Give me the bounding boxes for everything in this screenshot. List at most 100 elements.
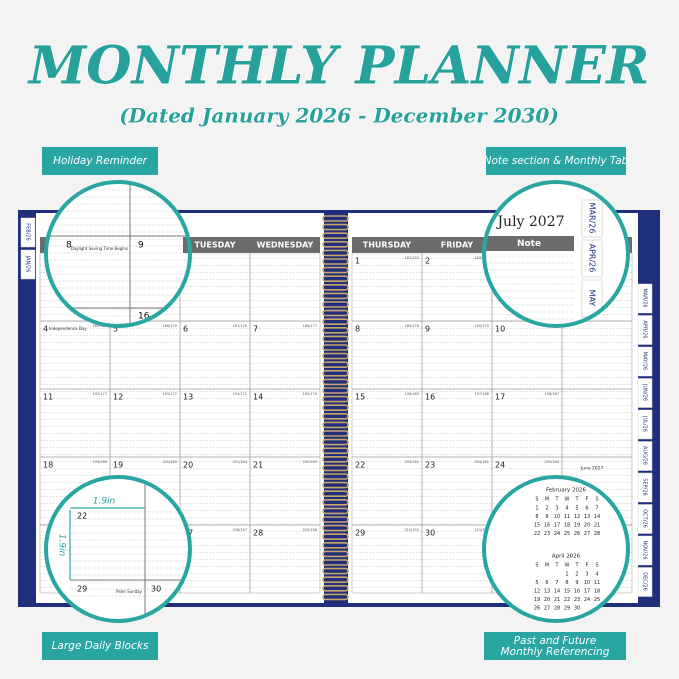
holiday-note: Independence Day xyxy=(49,326,87,331)
mini-day: 19 xyxy=(534,597,540,603)
mini-day: 30 xyxy=(574,606,580,612)
spiral-ring xyxy=(322,559,349,566)
note-heading: Note xyxy=(517,239,541,249)
holiday-note: Daylight Saving Time Begins xyxy=(71,246,128,251)
mini-day: 26 xyxy=(534,606,540,612)
mini-day: 4 xyxy=(565,506,568,512)
mini-day: 18 xyxy=(594,589,600,595)
day-number: 16 xyxy=(425,393,435,402)
mini-day: 11 xyxy=(564,514,570,520)
day-count: 195/170 xyxy=(302,392,317,396)
mini-day: 27 xyxy=(584,531,590,537)
spiral-ring xyxy=(322,361,349,369)
day-cell xyxy=(39,320,111,390)
day-count: 193/172 xyxy=(162,392,177,396)
side-month: June 2027 xyxy=(580,466,604,472)
month-tab xyxy=(581,239,603,278)
mini-day: 22 xyxy=(564,597,570,603)
day-cell xyxy=(491,320,563,390)
day-count: 192/173 xyxy=(92,392,107,396)
weekday: THURSDAY xyxy=(363,241,412,250)
spiral-ring xyxy=(322,326,349,334)
day-number: 29 xyxy=(77,585,87,594)
day-number: 4 xyxy=(43,325,48,334)
mini-day: 21 xyxy=(554,597,560,603)
spiral-ring xyxy=(322,541,349,549)
mini-day: 7 xyxy=(595,506,598,512)
zoom-ring xyxy=(482,180,630,328)
callout: Large Daily Blocks xyxy=(52,640,149,652)
day-number: 15 xyxy=(355,393,365,402)
day-number: 9 xyxy=(138,241,144,251)
mini-day: 5 xyxy=(535,580,538,586)
spiral-ring xyxy=(322,447,349,455)
mini-day: 21 xyxy=(594,523,600,529)
month-tab-label: JUL/26 xyxy=(642,415,648,432)
mini-day: 16 xyxy=(574,589,580,595)
zoom-ring xyxy=(482,475,630,623)
month-tab-label: APR/26 xyxy=(642,321,648,339)
spiral-ring xyxy=(322,335,349,343)
callout: Note section & Monthly Tab xyxy=(484,155,629,167)
day-cell xyxy=(249,320,321,390)
spiral-ring xyxy=(322,352,349,360)
spiral-ring xyxy=(322,516,349,523)
day-number: 21 xyxy=(253,461,263,470)
spiral-ring xyxy=(322,412,349,420)
mini-initial: F xyxy=(586,497,589,503)
spiral-ring xyxy=(322,223,349,231)
subtitle: (Dated January 2026 - December 2030) xyxy=(119,104,559,128)
day-cell xyxy=(421,388,493,458)
day-number: 24 xyxy=(495,461,505,470)
mini-day: 3 xyxy=(555,506,558,512)
mini-day: 22 xyxy=(534,531,540,537)
mini-day: 28 xyxy=(594,531,600,537)
mini-day: 18 xyxy=(564,523,570,529)
spiral-ring xyxy=(322,481,349,489)
mini-initial: T xyxy=(554,563,559,569)
day-count: 190/175 xyxy=(474,324,489,328)
month-tab-label: JUN/26 xyxy=(642,383,648,401)
month-tab xyxy=(637,472,653,503)
month-tab-label: FEB/26 xyxy=(25,223,31,241)
spiral-ring xyxy=(322,507,349,515)
day-count: 209/156 xyxy=(302,528,317,532)
spiral-ring xyxy=(322,584,349,592)
callout: Holiday Reminder xyxy=(53,155,147,167)
callout: Past and Future Monthly Referencing xyxy=(501,635,610,658)
mini-day: 24 xyxy=(584,597,590,603)
spiral-ring xyxy=(322,344,349,351)
mini-day: 6 xyxy=(585,506,588,512)
mini-day: 13 xyxy=(584,514,590,520)
spiral-ring xyxy=(322,275,349,283)
day-cell xyxy=(351,456,423,526)
mini-day: 12 xyxy=(534,589,540,595)
spiral-ring xyxy=(322,241,349,248)
day-number: 8 xyxy=(355,325,360,334)
mini-day: 24 xyxy=(554,531,560,537)
mini-initial: T xyxy=(574,563,579,569)
spiral-ring xyxy=(322,473,349,480)
mini-day: 20 xyxy=(584,523,590,529)
day-cell xyxy=(249,388,321,458)
zoom-background xyxy=(46,477,190,621)
day-number: 1 xyxy=(355,257,360,266)
mini-day: 13 xyxy=(544,589,550,595)
mini-initial: M xyxy=(545,497,549,503)
month-tab xyxy=(20,249,36,280)
month-tab-label: DEC/26 xyxy=(642,572,648,591)
mini-month: April 2026 xyxy=(552,554,581,560)
mini-day: 15 xyxy=(534,523,540,529)
day-cell xyxy=(39,388,111,458)
month-tab-label: MAR/26 xyxy=(642,288,648,307)
mini-day: 2 xyxy=(575,572,578,578)
note-month: July 2027 xyxy=(495,214,564,230)
spiral-ring xyxy=(322,215,349,222)
day-cell xyxy=(249,524,321,594)
day-count: 205/160 xyxy=(544,460,559,464)
day-count: 182/183 xyxy=(404,256,419,260)
day-cell xyxy=(351,320,423,390)
mini-day: 12 xyxy=(574,514,580,520)
mini-day: 23 xyxy=(574,597,580,603)
day-count: 188/177 xyxy=(302,324,317,328)
